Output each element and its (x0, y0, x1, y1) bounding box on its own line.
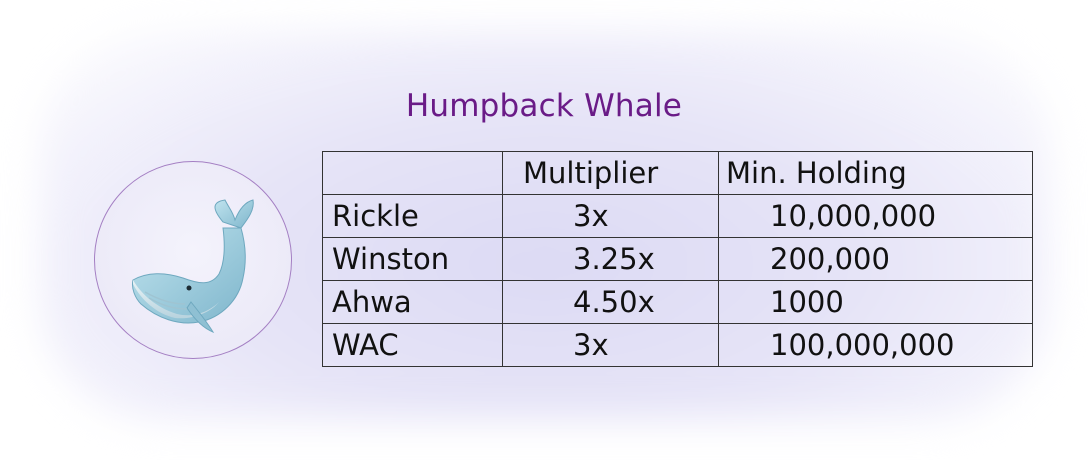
row-min-holding: 10,000,000 (718, 194, 1033, 238)
column-header-multiplier: Multiplier (502, 151, 719, 195)
table-row: WAC 3x 100,000,000 (322, 323, 1033, 367)
row-name: Ahwa (322, 280, 503, 324)
row-multiplier: 4.50x (502, 280, 719, 324)
page-title: Humpback Whale (405, 88, 683, 124)
row-multiplier: 3.25x (502, 237, 719, 281)
table-row: Ahwa 4.50x 1000 (322, 280, 1033, 324)
tier-table: Multiplier Min. Holding Rickle 3x 10,000… (322, 151, 1033, 367)
row-name: Winston (322, 237, 503, 281)
table-row: Winston 3.25x 200,000 (322, 237, 1033, 281)
row-min-holding: 100,000,000 (718, 323, 1033, 367)
row-name: WAC (322, 323, 503, 367)
row-multiplier: 3x (502, 323, 719, 367)
row-min-holding: 200,000 (718, 237, 1033, 281)
avatar (94, 161, 292, 359)
row-multiplier: 3x (502, 194, 719, 238)
row-min-holding: 1000 (718, 280, 1033, 324)
humpback-whale-icon (132, 199, 254, 334)
table-header-row: Multiplier Min. Holding (322, 151, 1033, 195)
table-row: Rickle 3x 10,000,000 (322, 194, 1033, 238)
column-header-min-holding: Min. Holding (718, 151, 1033, 195)
column-header-name (322, 151, 503, 195)
row-name: Rickle (322, 194, 503, 238)
